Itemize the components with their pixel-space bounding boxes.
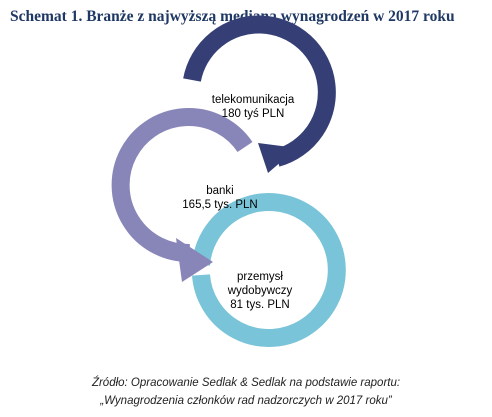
stage-arc-telekomunikacja [183, 15, 336, 167]
diagram-title: Schemat 1. Branże z najwyższą medianą wy… [10, 8, 455, 25]
stage-name: przemysł [236, 271, 283, 283]
stage-name: telekomunikacja [211, 94, 295, 106]
stage-label-banki: banki 165,5 tys. PLN [170, 184, 270, 212]
source-line-2: „Wynagrodzenia członków rad nadzorczych … [100, 395, 392, 407]
stage-value: 180 tyś PLN [221, 108, 285, 120]
source-line-1: Źródło: Opracowanie Sedlak & Sedlak na p… [91, 377, 401, 389]
source-note: Źródło: Opracowanie Sedlak & Sedlak na p… [0, 374, 492, 410]
stage-name: banki [206, 185, 234, 197]
stage-label-przemysl: przemysł wydobywczy 81 tys. PLN [210, 270, 310, 312]
stage-arc-banki [111, 108, 253, 263]
stage-value: 81 tys. PLN [230, 299, 290, 311]
stage-value: 165,5 tys. PLN [182, 199, 258, 211]
stage-ring-przemysl [192, 193, 346, 347]
stage-label-telekomunikacja: telekomunikacja 180 tyś PLN [203, 93, 303, 121]
stage-arrowhead-telekomunikacja [258, 143, 297, 173]
stage-name-cont: wydobywczy [227, 285, 293, 297]
stage-arrowhead-banki [176, 238, 213, 282]
